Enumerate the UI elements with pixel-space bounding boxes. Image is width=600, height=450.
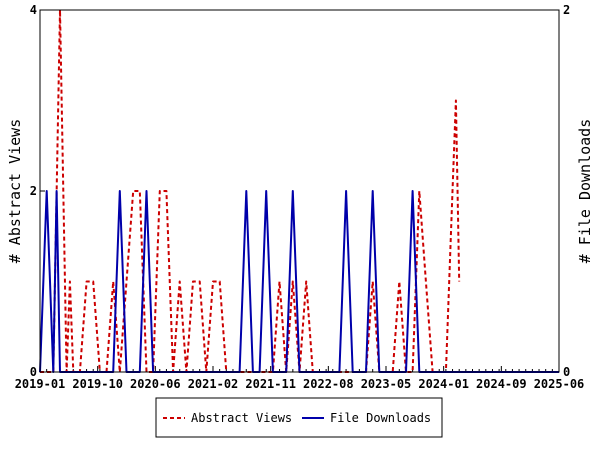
x-tick-label: 2021-11 xyxy=(245,377,296,391)
x-tick-label: 2023-05 xyxy=(361,377,412,391)
y-left-tick-label: 0 xyxy=(30,365,37,379)
legend: Abstract Views File Downloads xyxy=(155,397,443,438)
legend-box xyxy=(155,397,443,438)
x-tick-label: 2020-06 xyxy=(130,377,181,391)
series-line-abstract-views xyxy=(40,9,461,373)
x-tick-label: 2019-01 xyxy=(15,377,66,391)
plot-frame xyxy=(39,9,560,373)
tick-labels: 2019-01 2019-10 2020-06 2021-02 2021-11 2022-… xyxy=(15,3,585,391)
legend-label-abstract-views: Abstract Views xyxy=(191,411,292,425)
legend-label-file-downloads: File Downloads xyxy=(330,411,431,425)
y-left-tick-label: 2 xyxy=(30,184,37,198)
y-axis-right-label: # File Downloads xyxy=(576,119,594,264)
y-right-tick-label: 0 xyxy=(563,365,570,379)
series-layer xyxy=(39,9,559,373)
y-left-tick-label: 4 xyxy=(30,3,37,17)
x-tick-label: 2021-02 xyxy=(188,377,239,391)
x-tick-label: 2022-08 xyxy=(303,377,354,391)
x-axis-ticks xyxy=(39,9,560,373)
x-tick-label: 2024-09 xyxy=(476,377,527,391)
x-tick-label: 2019-10 xyxy=(72,377,123,391)
x-tick-label: 2025-06 xyxy=(534,377,585,391)
y-right-tick-label: 2 xyxy=(563,3,570,17)
y-axis-left-label: # Abstract Views xyxy=(6,119,24,264)
x-tick-label: 2024-01 xyxy=(418,377,469,391)
